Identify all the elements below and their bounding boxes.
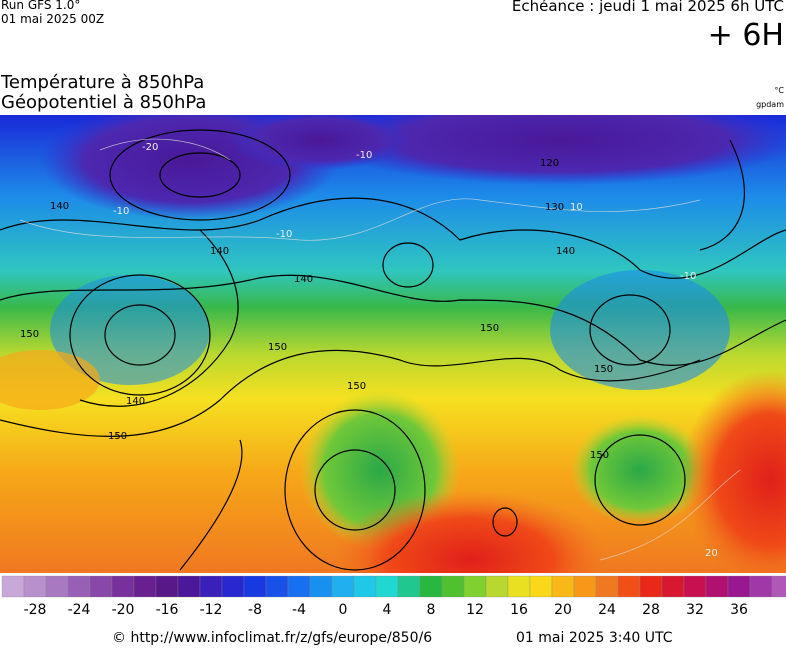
title-temperature: Température à 850hPa xyxy=(1,72,205,93)
colorbar-swatch xyxy=(529,575,553,598)
contour-label: 20 xyxy=(705,548,718,559)
colorbar-tick-label: 16 xyxy=(510,602,528,618)
colorbar-swatch xyxy=(265,575,289,598)
contour-label: 150 xyxy=(108,431,127,442)
colorbar-swatch xyxy=(309,575,333,598)
colorbar-tick-label: -24 xyxy=(68,602,91,618)
colorbar-tick-label: 36 xyxy=(730,602,748,618)
contour-label: -20 xyxy=(142,142,158,153)
colorbar-tick-label: 0 xyxy=(339,602,348,618)
title-geopotential: Géopotentiel à 850hPa xyxy=(1,92,207,113)
contour-label: 150 xyxy=(594,364,613,375)
contour-label: 140 xyxy=(50,201,69,212)
contour-label: 150 xyxy=(347,381,366,392)
colorbar-swatch xyxy=(353,575,377,598)
colorbar-swatch xyxy=(111,575,135,598)
colorbar-tick-label: 28 xyxy=(642,602,660,618)
colorbar-swatch xyxy=(573,575,597,598)
colorbar-tick-label: -16 xyxy=(156,602,179,618)
geopotential-contours xyxy=(0,129,786,571)
footer-url: © http://www.infoclimat.fr/z/gfs/europe/… xyxy=(112,630,433,646)
contour-label: -10 xyxy=(276,229,292,240)
colorbar-tick-label: -28 xyxy=(24,602,47,618)
colorbar-swatch xyxy=(397,575,421,598)
colorbar-tick-label: 4 xyxy=(383,602,392,618)
contour-label: 150 xyxy=(480,323,499,334)
unit-temperature: °C xyxy=(774,86,784,95)
colorbar-swatch xyxy=(287,575,311,598)
colorbar-swatch xyxy=(199,575,223,598)
contour-label: 140 xyxy=(210,246,229,257)
colorbar-swatch xyxy=(749,575,773,598)
contour-label: 140 xyxy=(294,274,313,285)
colorbar xyxy=(1,575,786,598)
contour-label: 140 xyxy=(126,396,145,407)
unit-geopotential: gpdam xyxy=(756,100,784,109)
colorbar-swatch xyxy=(177,575,201,598)
colorbar-swatch xyxy=(639,575,663,598)
colorbar-swatch xyxy=(419,575,443,598)
colorbar-swatch xyxy=(375,575,399,598)
colorbar-swatch xyxy=(771,575,786,598)
colorbar-swatch xyxy=(727,575,751,598)
echeance: Echéance : jeudi 1 mai 2025 6h UTC xyxy=(511,0,784,15)
colorbar-swatch xyxy=(45,575,69,598)
contour-label: 140 xyxy=(556,246,575,257)
contour-labels: -20 -10 -10 -10 140 140 140 140 150 150 … xyxy=(20,142,718,559)
footer-generated: 01 mai 2025 3:40 UTC xyxy=(516,630,673,646)
map-field xyxy=(0,115,786,573)
colorbar-tick-label: 12 xyxy=(466,602,484,618)
colorbar-tick-label: -20 xyxy=(112,602,135,618)
colorbar-swatch xyxy=(1,575,25,598)
colorbar-swatch xyxy=(331,575,355,598)
colorbar-tick-label: -12 xyxy=(200,602,223,618)
temperature-contours xyxy=(19,138,741,561)
colorbar-swatch xyxy=(89,575,113,598)
colorbar-swatch xyxy=(67,575,91,598)
colorbar-swatch xyxy=(485,575,509,598)
colorbar-tick-label: -8 xyxy=(248,602,262,618)
colorbar-swatch xyxy=(617,575,641,598)
offset: + 6H xyxy=(707,18,784,53)
run-date: 01 mai 2025 00Z xyxy=(1,12,105,26)
contour-label: 130 xyxy=(545,202,564,213)
colorbar-tick-label: 24 xyxy=(598,602,616,618)
colorbar-swatch xyxy=(661,575,685,598)
colorbar-swatch xyxy=(23,575,47,598)
colorbar-tick-label: -4 xyxy=(292,602,306,618)
colorbar-tick-label: 8 xyxy=(427,602,436,618)
colorbar-swatch xyxy=(155,575,179,598)
contour-label: -10 xyxy=(113,206,129,217)
contour-label: 10 xyxy=(570,202,583,213)
colorbar-tick-label: 32 xyxy=(686,602,704,618)
contour-label: 150 xyxy=(590,450,609,461)
colorbar-swatch xyxy=(243,575,267,598)
colorbar-swatch xyxy=(507,575,531,598)
contour-label: -10 xyxy=(680,271,696,282)
colorbar-swatch xyxy=(683,575,707,598)
colorbar-swatch xyxy=(551,575,575,598)
colorbar-swatch xyxy=(441,575,465,598)
colorbar-swatch xyxy=(595,575,619,598)
contour-label: -10 xyxy=(356,150,372,161)
contour-label: 150 xyxy=(268,342,287,353)
colorbar-tick-label: 20 xyxy=(554,602,572,618)
colorbar-ticks: -28 -24 -20 -16 -12 -8 -4 0 4 8 12 16 20 24 28 32 36 xyxy=(24,602,748,618)
run-label: Run GFS 1.0° xyxy=(1,0,81,12)
colorbar-swatch xyxy=(463,575,487,598)
colorbar-swatch xyxy=(705,575,729,598)
contour-label: 150 xyxy=(20,329,39,340)
colorbar-swatch xyxy=(133,575,157,598)
colorbar-swatch xyxy=(221,575,245,598)
contour-label: 120 xyxy=(540,158,559,169)
